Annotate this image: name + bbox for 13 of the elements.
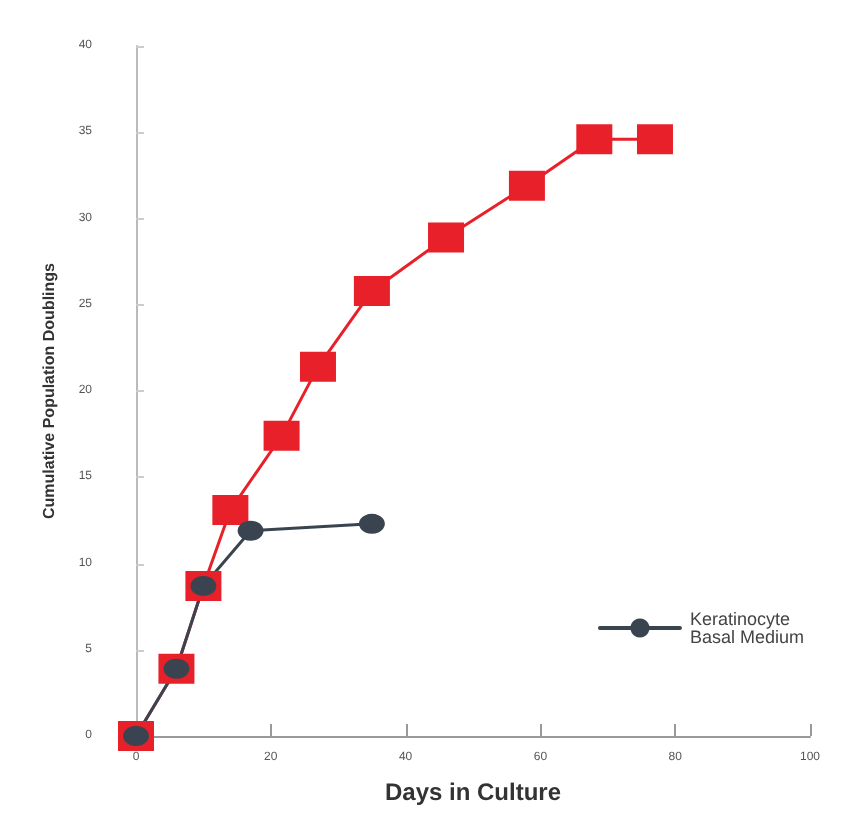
point <box>299 351 336 382</box>
point <box>636 124 673 155</box>
y-axis-title: Cumulative Population Doublings <box>39 261 58 519</box>
point <box>237 520 264 541</box>
legend-label: Keratinocyte Basal Medium <box>689 609 805 647</box>
point <box>576 124 613 155</box>
x-axis-title: Days in Culture <box>384 778 562 806</box>
point <box>353 275 390 306</box>
point <box>263 420 300 451</box>
point <box>212 495 249 526</box>
point <box>428 222 465 253</box>
point <box>358 513 385 534</box>
point <box>508 170 545 201</box>
